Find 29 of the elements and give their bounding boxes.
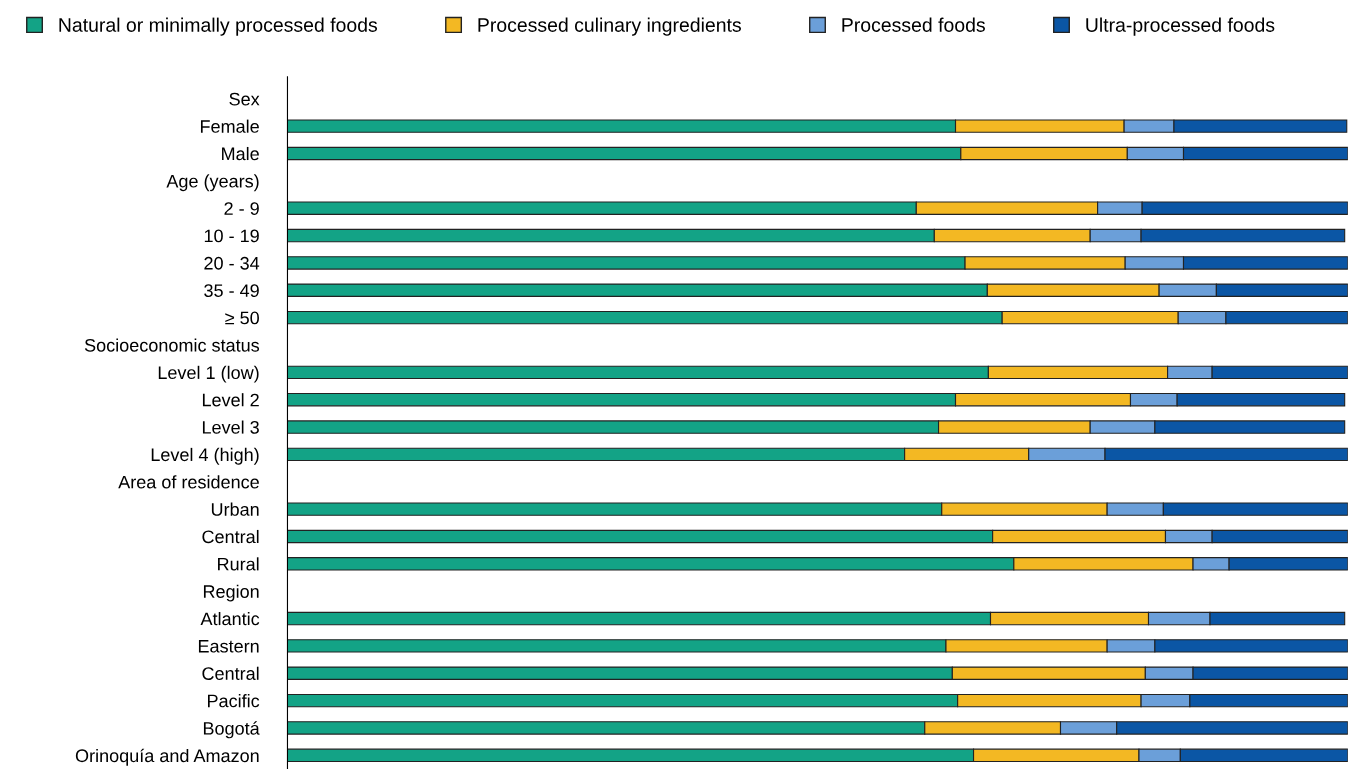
y-tick-label: Level 4 (high) <box>151 447 259 465</box>
y-tick-label: Bogotá <box>203 721 260 739</box>
y-tick-label: Level 3 <box>202 420 259 434</box>
y-tick-label: 20 - 34 <box>204 256 260 270</box>
legend-label: Ultra-processed foods <box>1086 17 1275 36</box>
y-tick-label: Age (years) <box>166 174 259 192</box>
y-tick-label: Eastern <box>198 640 259 653</box>
y-tick-label: ≥ 50 <box>225 311 259 325</box>
y-tick-label: Male <box>222 146 259 161</box>
y-tick-label: Rural <box>218 557 259 571</box>
y-tick-label: Female <box>200 119 259 133</box>
y-tick-label: Pacific <box>208 694 260 708</box>
y-tick-label: Area of residence <box>118 475 259 489</box>
legend-label: Natural or minimally processed foods <box>59 17 378 36</box>
legend-label: Processed foods <box>842 17 985 32</box>
y-tick-label: Orinoquía and Amazon <box>75 748 259 766</box>
y-tick-label: Region <box>203 584 259 602</box>
y-tick-label: Sex <box>229 92 260 106</box>
y-tick-label: 2 - 9 <box>224 202 259 215</box>
y-tick-label: 10 - 19 <box>204 229 259 243</box>
legend-label: Processed culinary ingredients <box>478 17 741 36</box>
y-tick-label: Level 1 (low) <box>158 365 259 383</box>
y-tick-label: Atlantic <box>200 612 260 626</box>
y-tick-label: Central <box>202 666 259 680</box>
y-tick-label: Socioeconomic status <box>84 338 260 352</box>
y-tick-label: Level 2 <box>202 393 259 407</box>
y-tick-label: Urban <box>211 502 259 516</box>
y-tick-label: Central <box>202 529 259 544</box>
y-tick-label: 35 - 49 <box>204 284 259 297</box>
